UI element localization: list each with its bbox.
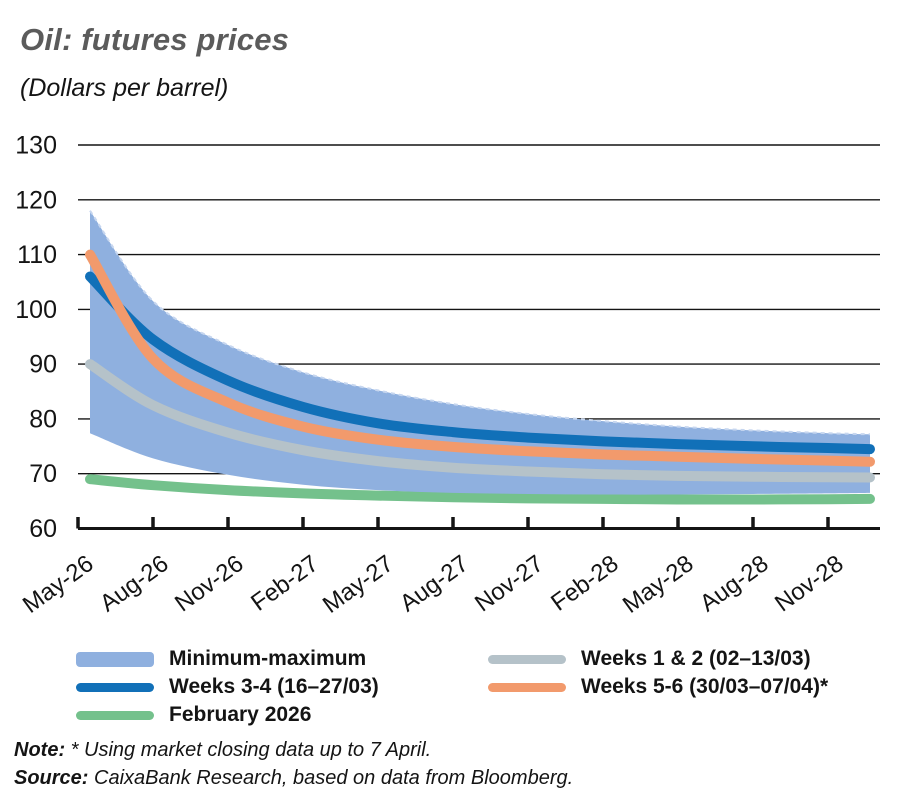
legend-label-weeks12: Weeks 1 & 2 (02–13/03) bbox=[581, 647, 811, 670]
y-tick-label-90: 90 bbox=[29, 351, 57, 379]
x-tick-label-May-28: May-28 bbox=[618, 550, 699, 619]
legend-label-feb2026: February 2026 bbox=[169, 703, 312, 726]
legend-label-minmax: Minimum-maximum bbox=[169, 647, 367, 670]
legend-item-weeks12: Weeks 1 & 2 (02–13/03) bbox=[488, 645, 828, 673]
y-tick-label-120: 120 bbox=[15, 186, 57, 214]
x-tick-label-May-27: May-27 bbox=[318, 550, 399, 619]
legend-item-weeks56: Weeks 5-6 (30/03–07/04)* bbox=[488, 673, 828, 701]
chart-units-subtitle: (Dollars per barrel) bbox=[20, 74, 229, 102]
legend-label-weeks56: Weeks 5-6 (30/03–07/04)* bbox=[581, 675, 829, 698]
x-tick-label-Nov-28: Nov-28 bbox=[770, 550, 848, 617]
note-text: * Using market closing data up to 7 Apri… bbox=[65, 739, 432, 761]
x-tick-label-Aug-26: Aug-26 bbox=[95, 550, 173, 617]
source-label: Source: bbox=[14, 767, 89, 789]
note-label: Note: bbox=[14, 739, 66, 761]
y-tick-label-100: 100 bbox=[15, 296, 57, 324]
legend-column-left: Minimum-maximum Weeks 3-4 (16–27/03) Feb… bbox=[76, 645, 379, 729]
legend-item-weeks34: Weeks 3-4 (16–27/03) bbox=[76, 673, 379, 701]
source-text: CaixaBank Research, based on data from B… bbox=[88, 767, 574, 789]
legend-item-minmax: Minimum-maximum bbox=[76, 645, 379, 673]
chart-footnotes: Note: * Using market closing data up to … bbox=[14, 736, 573, 792]
x-tick-label-Aug-28: Aug-28 bbox=[695, 550, 773, 617]
series-line-weeks-1-2 bbox=[85, 359, 875, 483]
weeks12-line-swatch bbox=[488, 654, 566, 664]
legend-column-right: Weeks 1 & 2 (02–13/03) Weeks 5-6 (30/03–… bbox=[488, 645, 828, 701]
x-tick-label-Nov-27: Nov-27 bbox=[470, 550, 548, 617]
x-tick-label-Nov-26: Nov-26 bbox=[170, 550, 248, 617]
y-tick-label-70: 70 bbox=[29, 460, 57, 488]
series-line-february-2026 bbox=[85, 474, 875, 505]
series-line-weeks-3-4 bbox=[85, 271, 875, 455]
y-tick-label-110: 110 bbox=[17, 241, 57, 269]
x-tick-label-Feb-28: Feb-28 bbox=[546, 550, 623, 617]
minmax-band-swatch bbox=[76, 651, 154, 667]
y-tick-label-60: 60 bbox=[29, 515, 57, 543]
x-tick-label-Feb-27: Feb-27 bbox=[246, 550, 323, 617]
y-tick-label-130: 130 bbox=[15, 132, 57, 160]
y-tick-label-80: 80 bbox=[29, 405, 57, 433]
weeks56-line-swatch bbox=[488, 682, 566, 692]
weeks34-line-swatch bbox=[76, 682, 154, 692]
page-title: Oil: futures prices bbox=[20, 22, 290, 57]
x-tick-label-May-26: May-26 bbox=[18, 550, 99, 619]
minmax-band-top-edge bbox=[89, 210, 871, 436]
series-line-weeks-5-6 bbox=[85, 249, 875, 467]
legend-item-feb2026: February 2026 bbox=[76, 701, 379, 729]
source-line: Source: CaixaBank Research, based on dat… bbox=[14, 764, 573, 792]
feb2026-line-swatch bbox=[76, 710, 154, 720]
oil-futures-chart: 13012011010090807060May-26Aug-26Nov-26Fe… bbox=[15, 132, 880, 619]
x-tick-label-Aug-27: Aug-27 bbox=[395, 550, 473, 617]
legend-label-weeks34: Weeks 3-4 (16–27/03) bbox=[169, 675, 379, 698]
note-line: Note: * Using market closing data up to … bbox=[14, 736, 573, 764]
